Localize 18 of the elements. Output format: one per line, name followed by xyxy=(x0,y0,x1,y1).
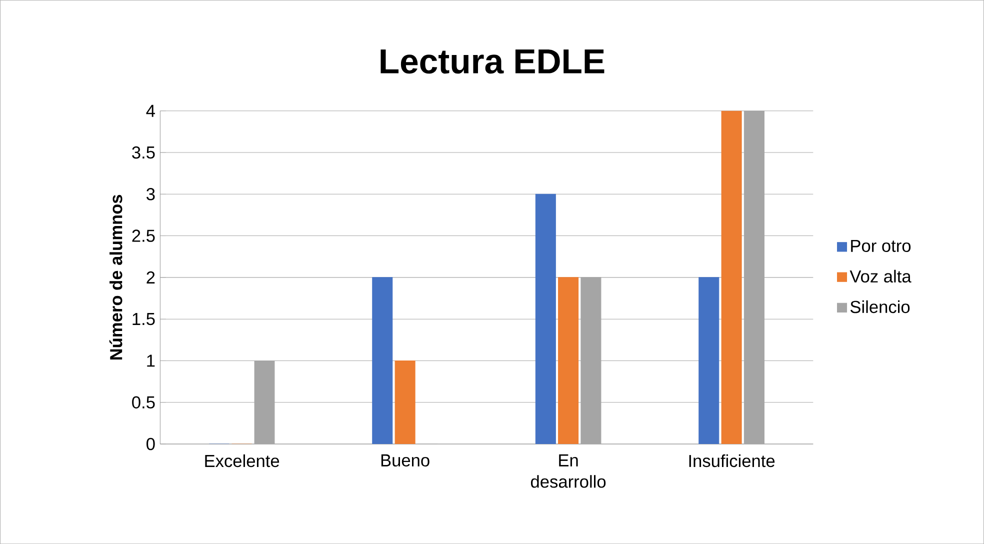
y-tick-label: 4 xyxy=(146,104,155,117)
y-axis-title: Número de alumnos xyxy=(109,194,122,360)
y-tick-label: 1 xyxy=(147,354,155,367)
x-tick-label: En desarrollo xyxy=(530,454,606,488)
y-tick-label: 3.5 xyxy=(132,146,155,159)
legend-label: Voz alta xyxy=(850,270,912,282)
y-tick-label: 3 xyxy=(146,188,155,200)
x-tick-label: Insuficiente xyxy=(689,454,775,468)
x-tick-label: Excelente xyxy=(205,454,280,468)
legend-label: Por otro xyxy=(851,240,911,252)
y-tick-label: 0 xyxy=(146,438,155,450)
y-tick-label: 2 xyxy=(146,271,155,284)
y-tick-label: 0.5 xyxy=(132,396,155,408)
x-tick-label: Bueno xyxy=(381,454,430,466)
y-tick-label: 2.5 xyxy=(132,230,155,242)
legend-label: Silencio xyxy=(850,300,910,313)
y-tick-label: 1.5 xyxy=(132,312,155,326)
chart-title: Lectura EDLE xyxy=(380,49,604,74)
